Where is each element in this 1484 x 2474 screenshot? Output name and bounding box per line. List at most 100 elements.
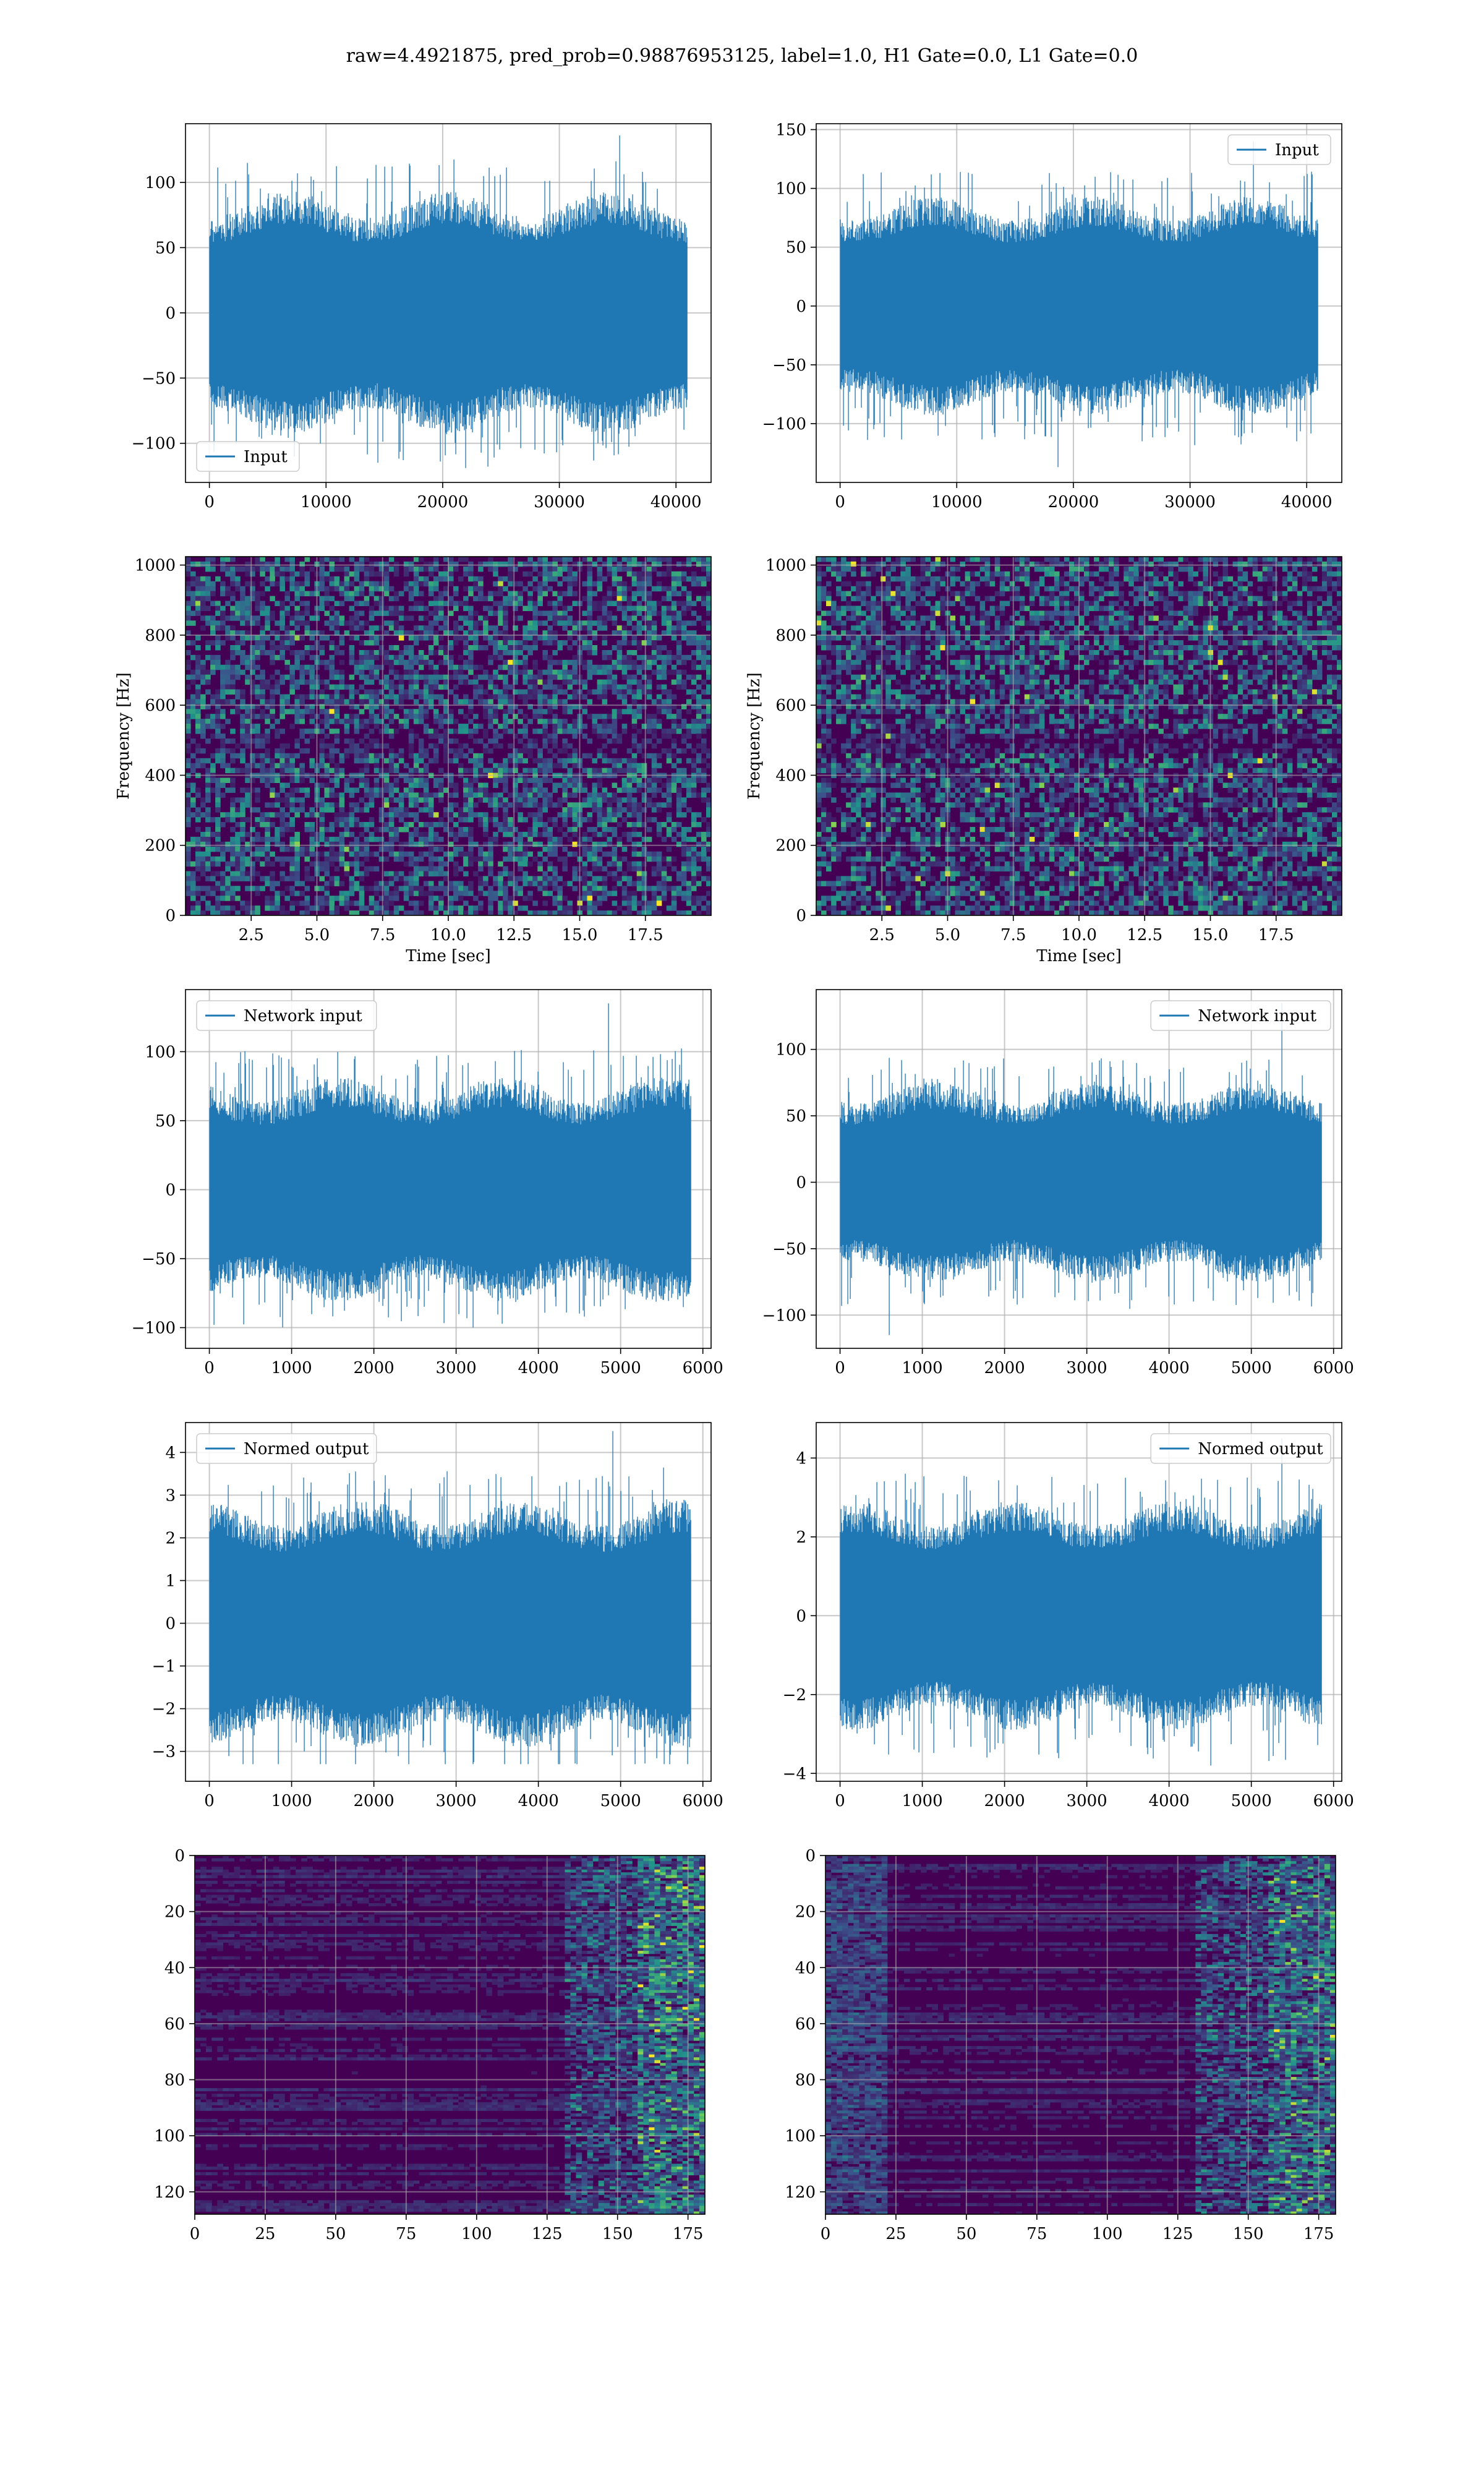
spectrogram-cell (1287, 561, 1293, 567)
spectrogram-cell (671, 856, 677, 862)
spectrogram-cell (463, 571, 469, 577)
spectrogram-cell (279, 674, 285, 680)
spectrogram-cell (294, 694, 300, 700)
spectrogram-cell (676, 679, 682, 685)
spectrogram-cell (393, 896, 399, 901)
spectrogram-cell (294, 866, 300, 871)
spectrogram-cell (373, 571, 380, 577)
spectrogram-cell (438, 684, 444, 690)
spectrogram-cell (413, 797, 419, 803)
spectrogram-cell (661, 891, 667, 896)
spectrogram-cell (289, 724, 295, 729)
spectrogram-cell (547, 797, 553, 803)
spectrogram-cell (334, 836, 340, 842)
spectrogram-cell (265, 851, 270, 857)
spectrogram-cell (393, 876, 399, 881)
y-tick-label: 400 (145, 766, 176, 785)
spectrogram-cell (190, 654, 196, 661)
spectrogram-cell (359, 905, 365, 911)
spectrogram-cell (443, 787, 449, 793)
spectrogram-cell (403, 861, 409, 867)
spectrogram-cell (438, 738, 444, 744)
spectrogram-cell (522, 729, 528, 734)
spectrogram-cell (527, 581, 533, 587)
spectrogram-cell (881, 561, 886, 567)
spectrogram-cell (418, 709, 424, 714)
spectrogram-cell (636, 586, 642, 592)
spectrogram-cell (626, 836, 633, 842)
spectrogram-cell (448, 645, 454, 651)
spectrogram-cell (532, 856, 538, 862)
spectrogram-cell (304, 851, 310, 857)
spectrogram-cell (220, 748, 226, 754)
spectrogram-cell (631, 905, 638, 911)
spectrogram-cell (508, 758, 513, 764)
spectrogram-cell (513, 659, 518, 666)
spectrogram-cell (383, 787, 390, 793)
spectrogram-cell (503, 709, 508, 714)
spectrogram-cell (483, 876, 488, 881)
spectrogram-cell (319, 743, 325, 749)
spectrogram-cell (671, 763, 677, 769)
spectrogram-cell (388, 846, 394, 852)
spectrogram-cell (329, 664, 335, 670)
spectrogram-cell (378, 610, 385, 616)
spectrogram-cell (448, 896, 454, 901)
spectrogram-cell (686, 891, 692, 896)
spectrogram-cell (378, 846, 385, 852)
spectrogram-cell (686, 576, 692, 582)
spectrogram-cell (428, 659, 434, 666)
spectrogram-cell (344, 787, 350, 793)
spectrogram-cell (369, 905, 375, 911)
spectrogram-cell (498, 586, 503, 592)
spectrogram-cell (701, 679, 707, 685)
spectrogram-cell (607, 871, 613, 876)
spectrogram-cell (289, 891, 295, 896)
spectrogram-cell (383, 576, 390, 582)
spectrogram-cell (488, 886, 493, 891)
spectrogram-cell (562, 866, 568, 871)
spectrogram-cell (607, 591, 613, 597)
spectrogram-cell (240, 591, 245, 597)
spectrogram-cell (607, 910, 613, 916)
spectrogram-cell (816, 557, 822, 562)
spectrogram-cell (686, 709, 692, 714)
spectrogram-cell (339, 753, 345, 759)
spectrogram-cell (696, 753, 702, 759)
spectrogram-cell (701, 792, 707, 798)
spectrogram-cell (403, 841, 409, 847)
spectrogram-cell (537, 571, 543, 577)
spectrogram-cell (493, 763, 498, 769)
spectrogram-cell (230, 812, 236, 818)
spectrogram-cell (488, 891, 493, 896)
spectrogram-cell (612, 758, 618, 764)
spectrogram-cell (289, 679, 295, 685)
spectrogram-cell (369, 792, 375, 798)
spectrogram-cell (359, 777, 365, 783)
spectrogram-cell (567, 802, 573, 808)
spectrogram-cell (621, 610, 628, 616)
spectrogram-cell (532, 576, 538, 582)
spectrogram-cell (463, 586, 469, 592)
spectrogram-cell (503, 881, 508, 886)
spectrogram-cell (478, 846, 484, 852)
spectrogram-cell (706, 841, 712, 847)
spectrogram-cell (398, 797, 404, 803)
spectrogram-cell (433, 709, 439, 714)
spectrogram-cell (210, 620, 216, 626)
spectrogram-cell (468, 851, 474, 857)
spectrogram-cell (354, 659, 360, 666)
spectrogram-cell (378, 606, 385, 611)
spectrogram-cell (413, 625, 419, 631)
spectrogram-cell (443, 630, 449, 636)
spectrogram-cell (329, 620, 335, 626)
spectrogram-cell (230, 905, 236, 911)
spectrogram-cell (552, 881, 558, 886)
spectrogram-cell (646, 630, 652, 636)
spectrogram-cell (646, 654, 652, 661)
spectrogram-cell (542, 856, 548, 862)
spectrogram-cell (955, 566, 961, 572)
spectrogram-cell (532, 625, 538, 631)
spectrogram-cell (831, 557, 837, 562)
spectrogram-cell (527, 694, 533, 700)
